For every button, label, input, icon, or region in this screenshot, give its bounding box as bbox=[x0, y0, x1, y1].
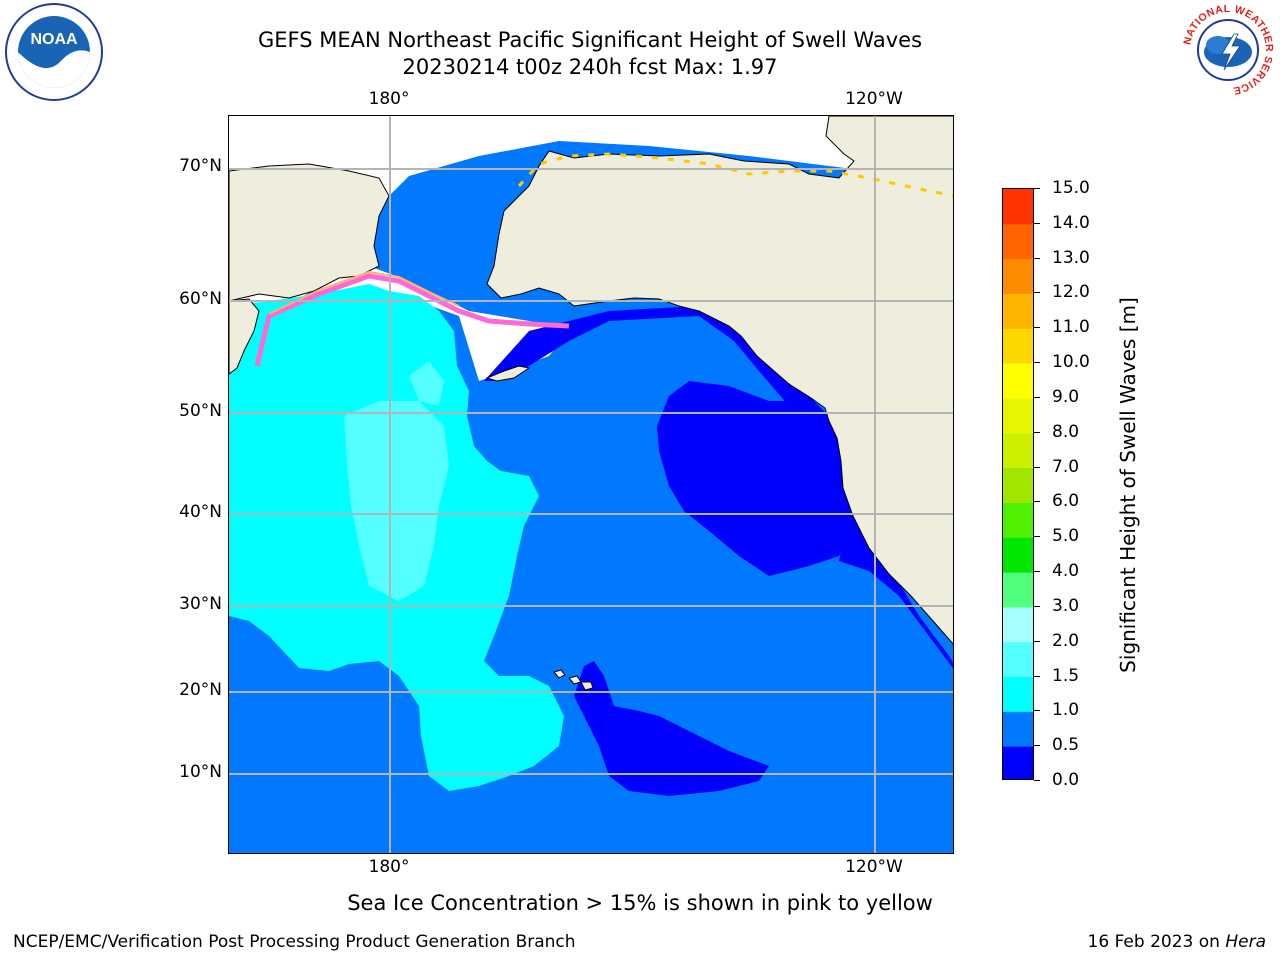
swell-lightcyan-patch-2 bbox=[409, 361, 444, 406]
colorbar-tick-label: 9.0 bbox=[1052, 386, 1080, 407]
low-swell-hawaii-region bbox=[574, 661, 769, 796]
sea-ice-edge-bering-inner bbox=[268, 270, 460, 315]
sea-ice-edge-bering bbox=[254, 273, 570, 367]
colorbar-tick-label: 6.0 bbox=[1052, 491, 1080, 512]
colorbar-tick bbox=[1034, 605, 1040, 607]
noaa-logo-text: NOAA bbox=[30, 31, 78, 48]
colorbar-bin bbox=[1003, 676, 1033, 712]
footer-date: 16 Feb 2023 on Hera bbox=[1088, 932, 1266, 952]
colorbar-tick bbox=[1034, 327, 1040, 329]
colorbar-tick-label: 4.0 bbox=[1052, 561, 1080, 582]
lat-label-70n: 70°N bbox=[179, 156, 222, 176]
land-aleutians bbox=[485, 365, 531, 382]
colorbar-tick bbox=[1034, 571, 1040, 573]
colorbar-tick-label: 12.0 bbox=[1052, 282, 1090, 303]
colorbar-tick bbox=[1034, 222, 1040, 224]
colorbar-bin bbox=[1003, 746, 1033, 779]
colorbar-tick-label: 11.0 bbox=[1052, 317, 1090, 338]
colorbar-tick-label: 14.0 bbox=[1052, 212, 1090, 233]
nws-logo: NATIONAL WEATHER SERVICE bbox=[1178, 0, 1278, 100]
map-panel bbox=[228, 115, 954, 854]
colorbar-tick bbox=[1034, 188, 1040, 189]
colorbar-bin bbox=[1003, 572, 1033, 608]
low-swell-coastal-strip bbox=[484, 306, 953, 669]
colorbar-tick-label: 0.5 bbox=[1052, 735, 1080, 756]
lat-label-40n: 40°N bbox=[179, 502, 222, 522]
lat-label-20n: 20°N bbox=[179, 680, 222, 700]
lat-label-30n: 30°N bbox=[179, 594, 222, 614]
colorbar-bin bbox=[1003, 641, 1033, 678]
land-hawaii bbox=[553, 669, 594, 691]
map-canvas bbox=[229, 116, 953, 853]
footer-date-text: 16 Feb 2023 on bbox=[1087, 932, 1226, 952]
colorbar-tick-label: 15.0 bbox=[1052, 178, 1090, 198]
colorbar-tick-label: 3.0 bbox=[1052, 595, 1080, 616]
lon-label-top-120w: 120°W bbox=[845, 89, 903, 109]
lon-label-top-180: 180° bbox=[368, 89, 410, 109]
lat-label-60n: 60°N bbox=[179, 289, 222, 309]
colorbar-bin bbox=[1003, 328, 1033, 364]
colorbar-tick bbox=[1034, 431, 1040, 433]
colorbar-bin bbox=[1003, 606, 1033, 643]
colorbar-tick bbox=[1034, 780, 1040, 781]
colorbar bbox=[1002, 188, 1034, 780]
colorbar-tick bbox=[1034, 292, 1040, 294]
colorbar-title: Significant Height of Swell Waves [m] bbox=[1116, 297, 1140, 673]
colorbar-tick-label: 1.0 bbox=[1052, 700, 1080, 721]
colorbar-tick-label: 8.0 bbox=[1052, 421, 1080, 442]
colorbar-tick bbox=[1034, 396, 1040, 398]
lat-label-50n: 50°N bbox=[179, 401, 222, 421]
polar-background bbox=[229, 116, 953, 316]
colorbar-bin bbox=[1003, 189, 1033, 225]
colorbar-bin bbox=[1003, 502, 1033, 538]
lon-label-bottom-120w: 120°W bbox=[845, 857, 903, 877]
colorbar-bin bbox=[1003, 363, 1033, 399]
colorbar-tick bbox=[1034, 536, 1040, 538]
colorbar-tick bbox=[1034, 362, 1040, 364]
ice-note: Sea Ice Concentration > 15% is shown in … bbox=[347, 891, 933, 915]
colorbar-tick-label: 1.5 bbox=[1052, 665, 1080, 686]
colorbar-bin bbox=[1003, 432, 1033, 469]
land-siberia bbox=[229, 163, 390, 302]
sea-ice-edge-arctic bbox=[517, 152, 953, 198]
colorbar-tick-label: 0.0 bbox=[1052, 770, 1080, 790]
colorbar-tick bbox=[1034, 466, 1040, 468]
colorbar-bin bbox=[1003, 537, 1033, 573]
colorbar-bin bbox=[1003, 223, 1033, 260]
map-subtitle: 20230214 t00z 240h fcst Max: 1.97 bbox=[402, 55, 778, 79]
graticule bbox=[229, 116, 953, 853]
low-swell-ne-region bbox=[657, 381, 849, 576]
bering-white bbox=[309, 266, 569, 381]
colorbar-bin bbox=[1003, 711, 1033, 747]
footer-machine: Hera bbox=[1225, 932, 1266, 952]
footer-credit: NCEP/EMC/Verification Post Processing Pr… bbox=[13, 932, 576, 952]
colorbar-tick-label: 5.0 bbox=[1052, 526, 1080, 547]
colorbar-tick-label: 10.0 bbox=[1052, 352, 1090, 373]
colorbar-bin bbox=[1003, 258, 1033, 294]
colorbar-tick bbox=[1034, 675, 1040, 677]
colorbar-bin bbox=[1003, 293, 1033, 329]
colorbar-tick-label: 2.0 bbox=[1052, 630, 1080, 651]
lat-label-10n: 10°N bbox=[179, 762, 222, 782]
colorbar-tick-label: 7.0 bbox=[1052, 456, 1080, 477]
lon-label-bottom-180: 180° bbox=[368, 857, 410, 877]
noaa-logo: NOAA bbox=[4, 2, 104, 102]
colorbar-tick bbox=[1034, 257, 1040, 259]
colorbar-tick bbox=[1034, 640, 1040, 642]
colorbar-tick bbox=[1034, 710, 1040, 712]
swell-lightcyan-patch bbox=[344, 401, 449, 601]
colorbar-bin bbox=[1003, 397, 1033, 434]
colorbar-tick-label: 13.0 bbox=[1052, 247, 1090, 268]
colorbar-tick bbox=[1034, 745, 1040, 747]
colorbar-tick bbox=[1034, 501, 1040, 503]
map-title: GEFS MEAN Northeast Pacific Significant … bbox=[257, 28, 923, 52]
colorbar-bin bbox=[1003, 467, 1033, 503]
